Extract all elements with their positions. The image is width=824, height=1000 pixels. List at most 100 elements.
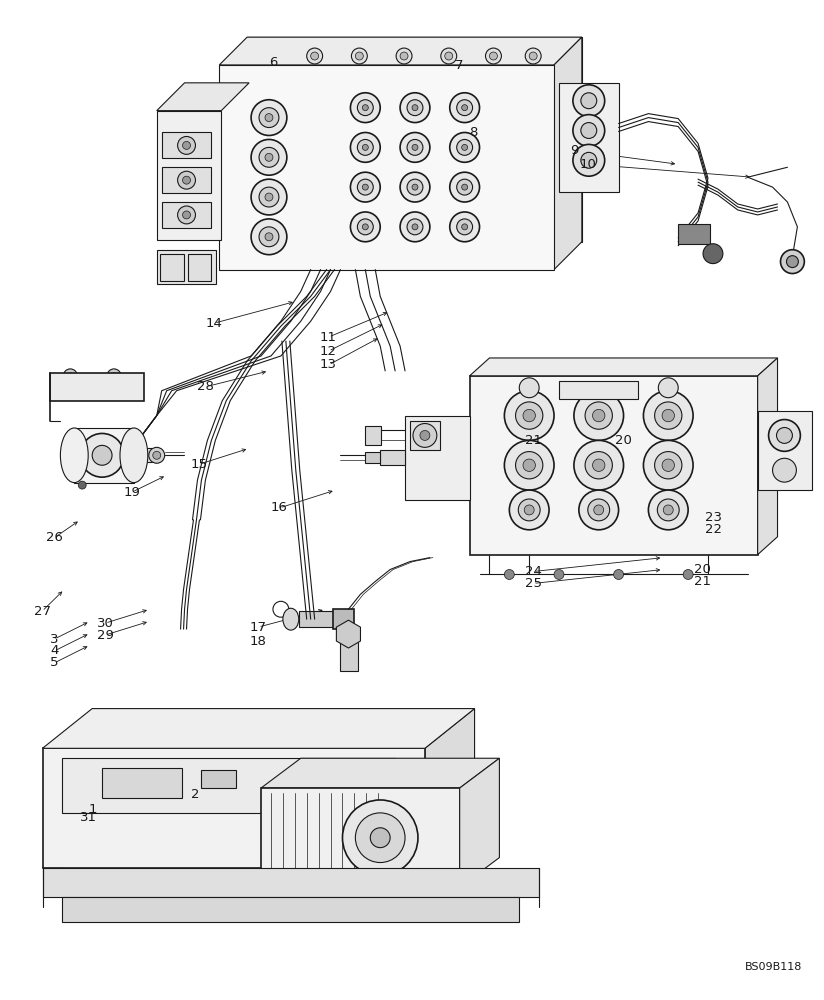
Text: 27: 27 <box>34 605 50 618</box>
Circle shape <box>450 93 480 123</box>
Circle shape <box>412 144 418 150</box>
Circle shape <box>400 132 430 162</box>
Bar <box>365 452 380 463</box>
Circle shape <box>265 153 273 161</box>
Circle shape <box>363 105 368 111</box>
Circle shape <box>648 490 688 530</box>
Circle shape <box>525 48 541 64</box>
Polygon shape <box>43 748 425 868</box>
Text: 31: 31 <box>80 811 97 824</box>
Circle shape <box>396 48 412 64</box>
Circle shape <box>111 373 117 379</box>
Circle shape <box>592 409 605 422</box>
Text: 4: 4 <box>50 644 59 657</box>
Polygon shape <box>157 83 249 111</box>
Circle shape <box>588 499 610 521</box>
Circle shape <box>251 219 287 255</box>
Circle shape <box>519 378 539 398</box>
Circle shape <box>183 211 190 219</box>
Bar <box>160 254 184 281</box>
Text: 30: 30 <box>96 617 114 630</box>
Circle shape <box>251 139 287 175</box>
Circle shape <box>450 212 480 242</box>
Circle shape <box>658 378 678 398</box>
Circle shape <box>178 171 195 189</box>
Circle shape <box>441 48 456 64</box>
Circle shape <box>350 132 380 162</box>
Circle shape <box>413 424 437 447</box>
Circle shape <box>456 219 473 235</box>
Text: 17: 17 <box>250 621 267 634</box>
Polygon shape <box>757 358 778 555</box>
Circle shape <box>407 179 423 195</box>
Text: 28: 28 <box>197 380 214 393</box>
Bar <box>470 376 757 555</box>
Bar <box>757 411 812 490</box>
Polygon shape <box>425 709 475 868</box>
Bar <box>50 373 144 401</box>
Circle shape <box>663 505 673 515</box>
Circle shape <box>80 433 124 477</box>
Circle shape <box>358 219 373 235</box>
Text: 29: 29 <box>96 629 114 642</box>
Circle shape <box>407 219 423 235</box>
Circle shape <box>363 144 368 150</box>
Bar <box>133 448 152 462</box>
Circle shape <box>662 459 675 471</box>
Circle shape <box>573 85 605 117</box>
Circle shape <box>350 212 380 242</box>
Ellipse shape <box>283 608 299 630</box>
Ellipse shape <box>60 428 88 483</box>
Circle shape <box>420 430 430 440</box>
Bar <box>405 868 425 879</box>
Text: 19: 19 <box>124 486 141 499</box>
Circle shape <box>400 52 408 60</box>
Circle shape <box>461 105 468 111</box>
Circle shape <box>518 499 540 521</box>
Text: 2: 2 <box>191 788 199 801</box>
Bar <box>157 111 222 240</box>
Circle shape <box>149 447 165 463</box>
Polygon shape <box>43 709 475 748</box>
Text: 11: 11 <box>320 331 337 344</box>
Circle shape <box>516 402 543 429</box>
Circle shape <box>456 100 473 116</box>
Circle shape <box>658 499 679 521</box>
Text: 15: 15 <box>190 458 208 471</box>
Circle shape <box>461 144 468 150</box>
Polygon shape <box>554 37 582 270</box>
Polygon shape <box>219 37 582 65</box>
Circle shape <box>251 100 287 135</box>
Circle shape <box>786 256 798 268</box>
Circle shape <box>644 440 693 490</box>
Circle shape <box>400 212 430 242</box>
Circle shape <box>370 828 390 848</box>
Text: 5: 5 <box>50 656 59 669</box>
Circle shape <box>504 570 514 579</box>
Circle shape <box>265 114 273 122</box>
Bar <box>43 868 539 897</box>
Circle shape <box>107 369 121 383</box>
Circle shape <box>489 52 498 60</box>
Circle shape <box>178 136 195 154</box>
Circle shape <box>524 505 534 515</box>
Bar <box>340 641 358 671</box>
Text: 7: 7 <box>455 59 464 72</box>
Circle shape <box>152 451 161 459</box>
Circle shape <box>529 52 537 60</box>
Circle shape <box>554 570 564 579</box>
Bar <box>162 167 212 193</box>
Circle shape <box>351 48 368 64</box>
Text: 9: 9 <box>570 144 578 157</box>
Circle shape <box>350 172 380 202</box>
Circle shape <box>63 369 77 383</box>
Circle shape <box>400 172 430 202</box>
Bar <box>201 770 236 788</box>
Polygon shape <box>261 788 460 887</box>
Circle shape <box>574 440 624 490</box>
Text: 25: 25 <box>525 577 541 590</box>
Text: 21: 21 <box>694 575 711 588</box>
Circle shape <box>573 115 605 146</box>
Circle shape <box>412 224 418 230</box>
Circle shape <box>183 141 190 149</box>
